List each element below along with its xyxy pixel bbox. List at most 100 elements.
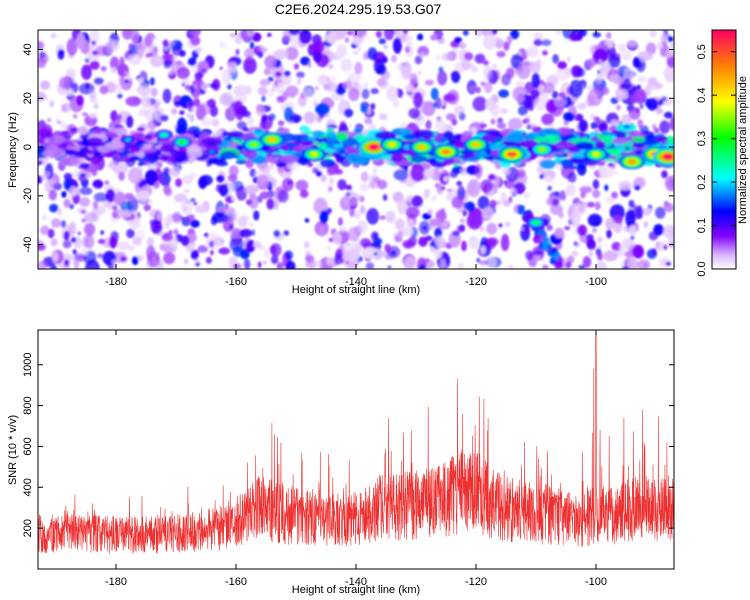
heatmap-cell [595, 261, 608, 269]
heatmap-hotspot [471, 142, 481, 148]
heatmap-cell [472, 96, 488, 112]
heatmap-cell [430, 87, 439, 101]
heatmap-cell [50, 33, 57, 39]
heatmap-panel: -180 -160 -140 -120 -100 -40 -20 0 20 40 Height … [7, 21, 675, 296]
heatmap-cell [128, 245, 135, 251]
heatmap-cell [51, 218, 62, 228]
heatmap-cell [414, 55, 423, 65]
heatmap-cell [315, 86, 319, 91]
heatmap-cell [85, 259, 100, 269]
heatmap-cell [255, 106, 266, 117]
heatmap-cell [498, 223, 503, 228]
heatmap-cell [577, 102, 587, 110]
heatmap-cell [499, 108, 509, 114]
heatmap-cell [578, 265, 586, 269]
heatmap-cell [453, 105, 465, 115]
heatmap-y-axis-label: Frequency (Hz) [7, 112, 19, 188]
heatmap-cell [266, 198, 275, 210]
heatmap-cell [38, 243, 46, 251]
heatmap-cell [474, 53, 486, 64]
heatmap-cell [112, 162, 128, 175]
heatmap-cell [208, 240, 215, 248]
heatmap-cell [496, 200, 502, 205]
heatmap-cell [487, 174, 497, 181]
heatmap-cell [637, 76, 647, 83]
heatmap-cell [227, 61, 238, 74]
heatmap-cell [48, 100, 55, 106]
heatmap-cell [231, 56, 237, 64]
heatmap-cell [257, 44, 264, 52]
heatmap-cell [639, 103, 644, 109]
heatmap-cell [494, 137, 502, 143]
heatmap-cell [327, 244, 331, 252]
heatmap-cell [81, 218, 86, 223]
heatmap-cell [622, 226, 628, 233]
colorbar-label: Normalized spectral amplitude [737, 76, 749, 224]
heatmap-cell [361, 171, 369, 183]
heatmap-cell [383, 44, 388, 49]
heatmap-cell [38, 121, 46, 130]
heatmap-cell [356, 194, 363, 201]
heatmap-cell [40, 80, 51, 90]
heatmap-cell [229, 224, 234, 230]
heatmap-cell [347, 249, 360, 262]
heatmap-cell [348, 122, 352, 128]
heatmap-cell [484, 237, 497, 250]
heatmap-cell [224, 203, 229, 210]
heatmap-cell [575, 241, 581, 248]
heatmap-cell [372, 167, 377, 175]
heatmap-cell [273, 49, 289, 60]
heatmap-cell [359, 183, 371, 191]
y-tick-label: 200 [22, 519, 34, 537]
heatmap-cell [275, 71, 282, 77]
heatmap-cell [83, 172, 92, 178]
snr-x-axis-label: Height of straight line (km) [292, 584, 420, 596]
heatmap-cell [219, 92, 234, 107]
heatmap-cell [443, 93, 457, 103]
heatmap-cell [643, 221, 648, 228]
heatmap-hotspot [623, 84, 629, 88]
heatmap-cell [242, 127, 250, 132]
heatmap-cell [171, 108, 178, 115]
heatmap-cell [313, 141, 320, 145]
heatmap-cell [248, 222, 253, 227]
heatmap-cell [259, 191, 270, 200]
heatmap-cell [443, 263, 448, 269]
heatmap-cell [82, 235, 89, 248]
heatmap-cell [304, 241, 310, 249]
heatmap-cell [159, 154, 170, 162]
heatmap-cell [120, 256, 127, 262]
heatmap-cell [654, 135, 668, 142]
heatmap-cell [408, 107, 421, 119]
heatmap-cell [578, 21, 584, 30]
heatmap-cell [462, 30, 469, 36]
heatmap-cell [632, 56, 641, 68]
heatmap-cell [605, 218, 615, 230]
heatmap-cell [359, 238, 372, 248]
heatmap-cell [339, 257, 344, 264]
heatmap-cell [304, 218, 310, 223]
snr-y-ticks: 200 400 600 800 1000 [22, 352, 674, 537]
heatmap-cell [356, 220, 368, 234]
heatmap-cell [658, 99, 664, 106]
heatmap-cell [124, 193, 134, 200]
heatmap-cell [458, 112, 466, 121]
heatmap-cell [220, 151, 237, 160]
heatmap-cell [655, 206, 666, 219]
heatmap-cell [365, 262, 375, 269]
heatmap-cell [153, 181, 160, 189]
heatmap-cell [207, 157, 217, 165]
heatmap-cell [542, 134, 561, 144]
heatmap-cell [293, 63, 300, 70]
heatmap-cell [452, 230, 461, 237]
heatmap-cell [248, 194, 259, 210]
heatmap-cell [92, 179, 104, 189]
heatmap-cell [115, 117, 121, 127]
heatmap-cell [442, 53, 454, 61]
heatmap-cell [373, 251, 378, 256]
heatmap-cell [73, 257, 80, 269]
heatmap-cell [302, 88, 314, 99]
heatmap-cell [498, 89, 510, 98]
heatmap-cell [418, 236, 428, 247]
heatmap-cell [435, 235, 445, 249]
